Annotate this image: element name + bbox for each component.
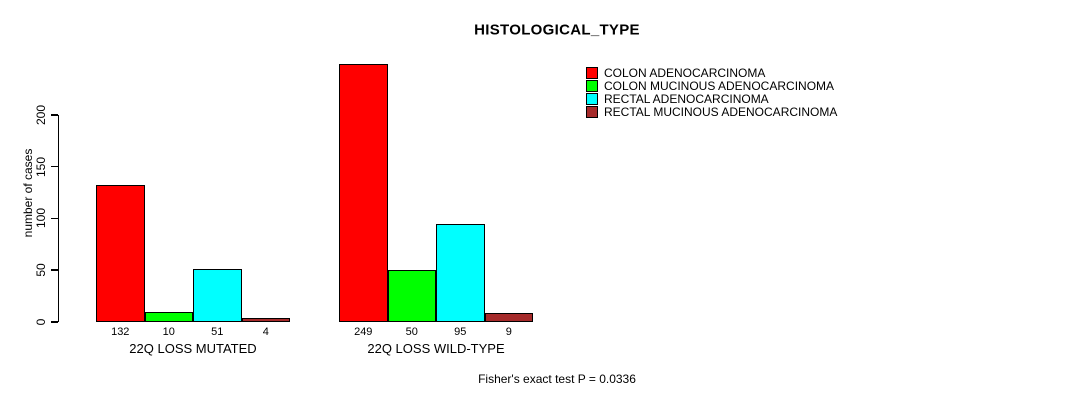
bar-value-label: 4	[262, 326, 269, 338]
chart-title: HISTOLOGICAL_TYPE	[474, 21, 640, 39]
legend-item: COLON ADENOCARCINOMA	[586, 65, 766, 80]
y-axis-tick-label: 150	[34, 156, 48, 177]
bar-rectal-mucinous-adenocarcinoma	[241, 317, 290, 322]
bar-colon-mucinous-adenocarcinoma	[387, 270, 436, 322]
legend-label: COLON ADENOCARCINOMA	[604, 65, 766, 80]
bar-colon-adenocarcinoma	[339, 64, 388, 322]
y-axis-line	[57, 114, 59, 322]
legend-item: RECTAL ADENOCARCINOMA	[586, 92, 769, 107]
y-axis-tick-label: 50	[34, 263, 48, 277]
bar-value-label: 50	[405, 326, 418, 338]
legend-label: COLON MUCINOUS ADENOCARCINOMA	[604, 78, 835, 93]
bar-value-label: 132	[111, 326, 130, 338]
bar-rectal-adenocarcinoma	[436, 223, 485, 322]
legend-item: RECTAL MUCINOUS ADENOCARCINOMA	[586, 105, 838, 120]
legend-swatch-icon	[586, 79, 598, 92]
statistical-test-annotation: Fisher's exact test P = 0.0336	[478, 372, 636, 386]
y-axis-tick-label: 100	[34, 208, 48, 229]
bar-value-label: 51	[211, 326, 224, 338]
group-label: 22Q LOSS WILD-TYPE	[367, 341, 505, 356]
legend-swatch-icon	[586, 93, 598, 106]
legend-label: RECTAL MUCINOUS ADENOCARCINOMA	[604, 105, 838, 120]
legend-label: RECTAL ADENOCARCINOMA	[604, 92, 769, 107]
bar-value-label: 9	[505, 326, 512, 338]
y-axis-title: number of cases	[21, 148, 35, 238]
bar-rectal-adenocarcinoma	[193, 269, 242, 322]
y-axis-tick	[50, 321, 58, 323]
bar-value-label: 10	[162, 326, 175, 338]
y-axis-tick-label: 200	[34, 104, 48, 125]
bar-colon-adenocarcinoma	[96, 185, 145, 322]
y-axis-tick	[50, 217, 58, 220]
bar-colon-mucinous-adenocarcinoma	[144, 311, 193, 322]
y-axis-tick	[50, 114, 58, 116]
y-axis-tick	[50, 269, 58, 271]
y-axis-tick	[50, 165, 58, 168]
bar-value-label: 95	[454, 326, 467, 338]
y-axis-tick-label: 0	[34, 318, 48, 326]
bar-rectal-mucinous-adenocarcinoma	[484, 312, 533, 322]
legend-item: COLON MUCINOUS ADENOCARCINOMA	[586, 78, 835, 93]
group-label: 22Q LOSS MUTATED	[129, 341, 257, 356]
legend-swatch-icon	[586, 66, 598, 79]
bar-value-label: 249	[354, 326, 373, 338]
legend-swatch-icon	[586, 106, 598, 119]
